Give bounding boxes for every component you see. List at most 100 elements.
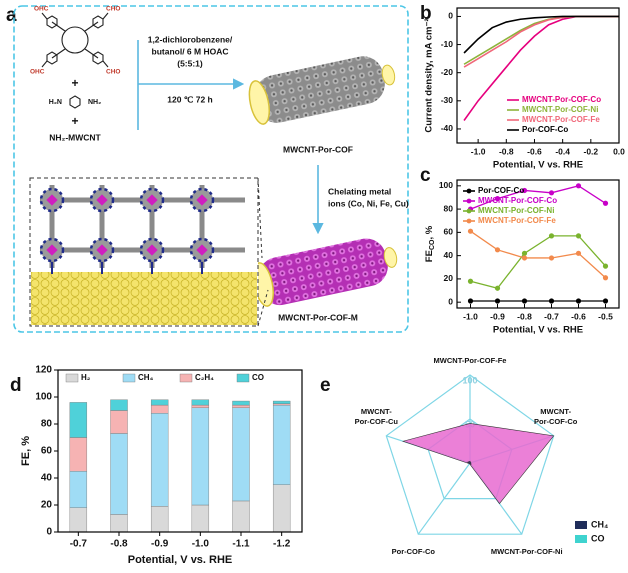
- y-axis-label-part: CO: [429, 239, 436, 250]
- tube: [248, 56, 396, 125]
- y-tick-label: 0: [46, 527, 52, 538]
- x-tick-label: -0.5: [598, 311, 613, 321]
- data-point: [575, 298, 582, 304]
- axis-label: MWCNT-: [540, 407, 571, 416]
- product-label: MWCNT-Por-COF-M: [278, 312, 358, 322]
- data-point: [575, 250, 582, 256]
- scheme-frame: [13, 5, 409, 333]
- plot-frame: [57, 369, 303, 533]
- scheme: OHC CHO OHC CHO + H₂N NH₂ + NH₂-MWCNT 1,…: [13, 5, 409, 333]
- legend-label: MWCNT-Por-COF-Fe: [522, 115, 600, 124]
- y-tick-label: 60: [444, 227, 454, 237]
- bar-segment: [150, 404, 169, 414]
- y-axis-label: FECO, %: [424, 225, 436, 262]
- legend-label: MWCNT-Por-COF-Fe: [478, 216, 556, 225]
- y-axis-label-part: , %: [424, 225, 435, 239]
- series-line: [470, 230, 606, 279]
- panel-letter: c: [420, 165, 431, 186]
- panel-letter: d: [10, 375, 22, 396]
- legend-swatch: [65, 373, 79, 383]
- series-line: [470, 185, 606, 210]
- legend-swatch: [236, 373, 250, 383]
- axis-label: MWCNT-Por-COF-Fe: [434, 356, 507, 365]
- x-tick-label: -0.9: [151, 539, 169, 550]
- group-label: CHO: [106, 6, 120, 13]
- y-tick-label: 40: [41, 473, 53, 484]
- tube: [252, 238, 398, 307]
- legend-label: CH₄: [591, 519, 608, 529]
- bar-segment: [272, 404, 291, 485]
- y-tick-label: 60: [41, 446, 53, 457]
- y-axis-label: Current density, mA cm⁻²: [424, 18, 435, 132]
- bar-segment: [272, 400, 291, 404]
- zoom-line: [257, 177, 263, 259]
- plot-frame: [456, 179, 620, 309]
- data-point: [521, 298, 528, 304]
- axis-label: MWCNT-Por-COF-Ni: [491, 547, 563, 556]
- spoke: [417, 462, 471, 535]
- y-tick-label: 0: [448, 11, 453, 21]
- x-tick-label: -0.6: [527, 146, 542, 156]
- bar-segment: [69, 471, 88, 508]
- cof-lattice: [39, 185, 245, 274]
- bar-segment: [150, 413, 169, 507]
- porphyrin: [41, 12, 109, 109]
- bar-segment: [69, 402, 88, 438]
- x-tick-label: -1.0: [463, 311, 478, 321]
- zoom-line: [257, 289, 269, 327]
- legend-label: Por-COF-Co: [522, 125, 568, 134]
- legend-label: Por-COF-Co: [478, 186, 524, 195]
- y-tick-label: -30: [441, 95, 454, 105]
- axis-label: Por-COF-Co: [534, 417, 578, 426]
- metal-site: [146, 244, 158, 256]
- x-tick-label: -0.7: [70, 539, 88, 550]
- condition: ions (Co, Ni, Fe, Cu): [328, 198, 409, 208]
- support-surface: [31, 272, 257, 325]
- bar-segment: [232, 404, 250, 409]
- data-point: [575, 233, 582, 239]
- legend-marker: [466, 208, 472, 214]
- plus: +: [71, 114, 78, 128]
- x-tick-label: 0.0: [613, 146, 625, 156]
- condition: 1,2-dichlorobenzene/: [148, 34, 233, 44]
- metal-site: [46, 194, 58, 206]
- data-point: [494, 285, 501, 291]
- legend-label: CO: [252, 373, 264, 382]
- bar-segment: [191, 504, 210, 533]
- series-line: [470, 235, 606, 289]
- x-tick-label: -0.4: [555, 146, 570, 156]
- bar-segment: [232, 400, 250, 406]
- data-point: [521, 255, 528, 261]
- legend-label: MWCNT-Por-COF-Ni: [522, 105, 598, 114]
- data-point: [602, 200, 609, 206]
- y-tick-label: -20: [441, 67, 454, 77]
- x-tick-label: -1.0: [471, 146, 486, 156]
- group-label: OHC: [34, 6, 49, 13]
- metal-site: [196, 194, 208, 206]
- group-label: NH₂: [88, 99, 101, 106]
- metal-site: [146, 194, 158, 206]
- condition: (5:5:1): [177, 58, 203, 68]
- bar-segment: [272, 484, 291, 533]
- bar-segment: [232, 407, 250, 502]
- bar-segment: [191, 407, 210, 506]
- series-line: [463, 15, 619, 54]
- x-axis-label: Potential, V vs. RHE: [128, 554, 233, 566]
- legend-label: MWCNT-Por-COF-Ni: [478, 206, 554, 215]
- x-tick-label: -0.9: [490, 311, 505, 321]
- y-tick-label: 80: [41, 419, 53, 430]
- y-tick-label: 20: [41, 500, 53, 511]
- legend-swatch: [575, 535, 587, 543]
- data-point: [467, 298, 474, 304]
- data-point: [494, 298, 501, 304]
- condition: 120 ℃ 72 h: [167, 94, 212, 104]
- data-point: [467, 278, 474, 284]
- bar-segment: [272, 403, 291, 406]
- bar-segment: [110, 410, 128, 434]
- bar-segment: [191, 399, 210, 406]
- legend-label: MWCNT-Por-COF-Co: [522, 95, 601, 104]
- radar-area: [402, 423, 555, 505]
- legend-marker: [466, 198, 472, 204]
- product-label: MWCNT-Por-COF: [283, 144, 353, 154]
